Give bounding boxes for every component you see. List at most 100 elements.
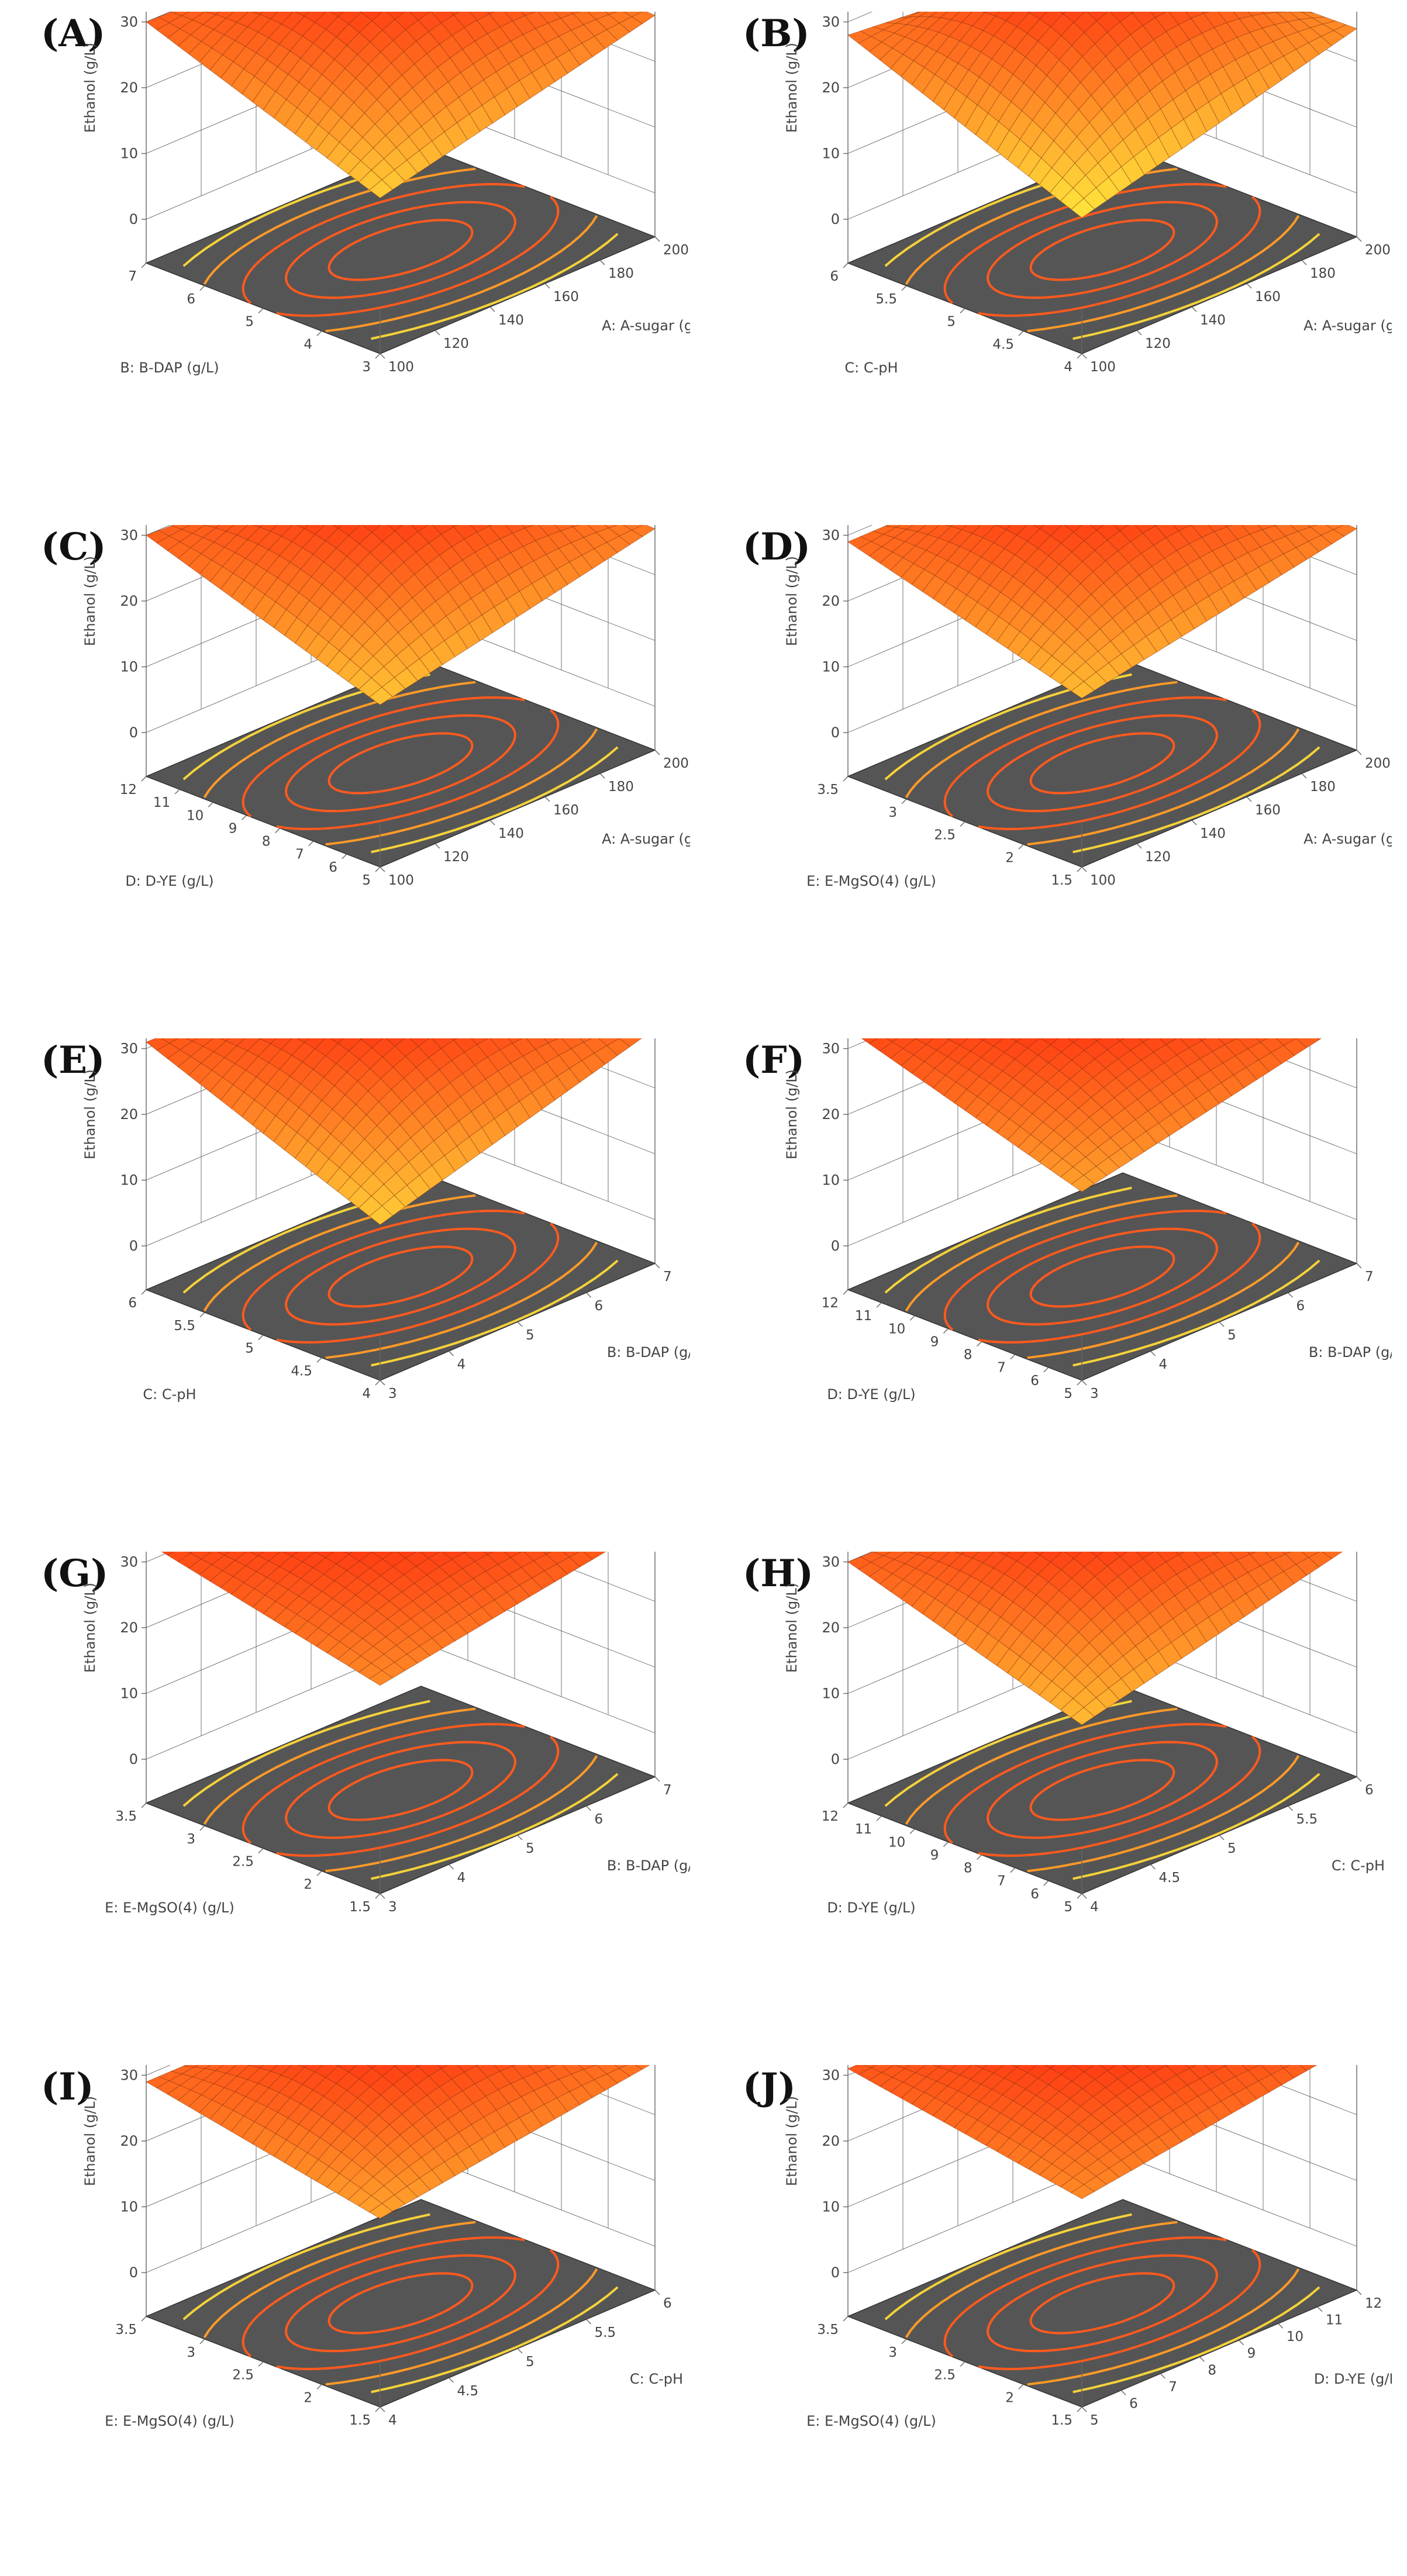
y-tick-mark	[141, 263, 147, 268]
y-tick-label: 5	[1064, 1900, 1073, 1915]
y-tick-mark	[342, 854, 347, 859]
surface-cell	[1256, 1038, 1268, 1042]
surface-cell	[1113, 1552, 1128, 1558]
x-tick-label: 120	[1145, 336, 1171, 351]
z-tick-label: 10	[120, 659, 138, 675]
x-tick-mark	[654, 750, 660, 755]
y-tick-label: 3.5	[817, 782, 839, 797]
y-tick-label: 3	[888, 805, 897, 820]
surface-plot: 010203040Ethanol (g/L)100120140160180200…	[82, 525, 690, 889]
y-tick-label: 4	[304, 337, 312, 352]
surface-cell	[392, 2065, 398, 2067]
surface-plot: 010203040Ethanol (g/L)100120140160180200…	[82, 12, 690, 376]
x-tick-label: 100	[1090, 360, 1116, 375]
x-tick-mark	[1136, 330, 1142, 336]
x-tick-mark	[517, 2348, 523, 2354]
x-tick-mark	[586, 1805, 591, 1811]
y-tick-mark	[960, 821, 965, 827]
z-tick-label: 30	[120, 1554, 138, 1570]
surface-plot: 010203040Ethanol (g/L)44.555.56C: C-pH1.…	[82, 2065, 683, 2429]
y-tick-mark	[199, 1825, 205, 1831]
floor-plane	[847, 1686, 1358, 1894]
y-tick-label: 5	[245, 1341, 254, 1356]
x-tick-mark	[544, 796, 550, 802]
panel-label: (D)	[743, 525, 811, 569]
x-tick-mark	[380, 2406, 385, 2412]
surface-cell	[332, 525, 343, 529]
surface-cell	[978, 1038, 986, 1041]
y-tick-mark	[1077, 1380, 1082, 1386]
y-tick-label: 5.5	[875, 292, 897, 307]
y-tick-label: 4	[362, 1386, 371, 1401]
y-tick-label: 1.5	[1051, 873, 1073, 888]
x-tick-label: 3	[388, 1386, 397, 1401]
contour-line	[242, 1722, 560, 1857]
x-tick-mark	[1081, 866, 1087, 872]
contour-line	[203, 1194, 598, 1359]
z-tick-label: 10	[822, 146, 840, 162]
x-tick-mark	[1301, 260, 1307, 265]
x-tick-label: 160	[1255, 289, 1281, 305]
contour-line	[285, 714, 516, 813]
chart-panel: (C)010203040Ethanol (g/L)100120140160180…	[23, 525, 690, 1022]
contour-line	[905, 681, 1300, 846]
y-tick-label: 11	[855, 1308, 872, 1324]
floor-plane	[847, 1172, 1358, 1381]
y-tick-mark	[258, 1848, 264, 1853]
floor-plane	[145, 1686, 656, 1894]
x-tick-label: 6	[1296, 1299, 1305, 1314]
y-tick-mark	[901, 285, 907, 291]
contour-line	[884, 1186, 1320, 1367]
z-tick-label: 0	[831, 2264, 840, 2281]
contour-line	[327, 219, 474, 281]
y-tick-mark	[141, 1289, 147, 1295]
response-surface	[161, 1552, 606, 1686]
x-tick-label: 120	[443, 336, 469, 351]
y-tick-mark	[843, 263, 849, 268]
surface-cell	[1067, 1038, 1080, 1043]
x-tick-mark	[434, 843, 440, 849]
surface-cell	[543, 1552, 552, 1555]
z-tick-label: 10	[120, 2199, 138, 2215]
y-tick-label: 3.5	[115, 2322, 137, 2337]
x-tick-label: 4	[1159, 1357, 1168, 1372]
y-axis-label: E: E-MgSO(4) (g/L)	[105, 2413, 235, 2429]
y-tick-label: 4.5	[992, 337, 1014, 352]
x-tick-mark	[517, 1321, 523, 1327]
y-tick-label: 4	[1064, 360, 1073, 375]
x-tick-label: 160	[1255, 803, 1281, 818]
y-tick-label: 8	[964, 1861, 973, 1876]
response-surface	[847, 525, 1357, 699]
surface-cell	[634, 2065, 651, 2070]
x-tick-mark	[1219, 1835, 1225, 1841]
x-axis-label: A: A-sugar (g/L)	[602, 831, 690, 847]
z-tick-label: 20	[822, 1620, 840, 1636]
y-tick-mark	[275, 828, 281, 834]
z-tick-label: 30	[822, 1041, 840, 1057]
y-tick-mark	[1077, 353, 1082, 359]
contour-line	[285, 1227, 516, 1326]
surface-cell	[366, 2065, 377, 2069]
contour-line	[987, 714, 1218, 813]
x-tick-label: 180	[1310, 779, 1336, 795]
y-tick-mark	[316, 1870, 322, 1876]
x-tick-label: 5	[1227, 1328, 1236, 1343]
z-tick-label: 30	[822, 2067, 840, 2084]
chart-panel: (B)010203040Ethanol (g/L)100120140160180…	[725, 12, 1392, 509]
surface-cell	[885, 1038, 898, 1042]
y-tick-label: 6	[1030, 1887, 1039, 1902]
y-tick-label: 6	[187, 292, 195, 307]
contour-line	[327, 732, 474, 795]
surface-cell	[369, 1670, 394, 1686]
contour-line	[182, 1700, 619, 1880]
y-axis-label: D: D-YE (g/L)	[827, 1386, 915, 1403]
contour-line	[242, 696, 560, 831]
x-tick-mark	[1288, 1292, 1293, 1298]
surface-cell	[614, 2065, 628, 2069]
y-tick-mark	[375, 1893, 381, 1899]
y-tick-mark	[241, 814, 247, 820]
y-tick-label: 9	[229, 821, 237, 836]
panel-label: (A)	[41, 12, 106, 56]
